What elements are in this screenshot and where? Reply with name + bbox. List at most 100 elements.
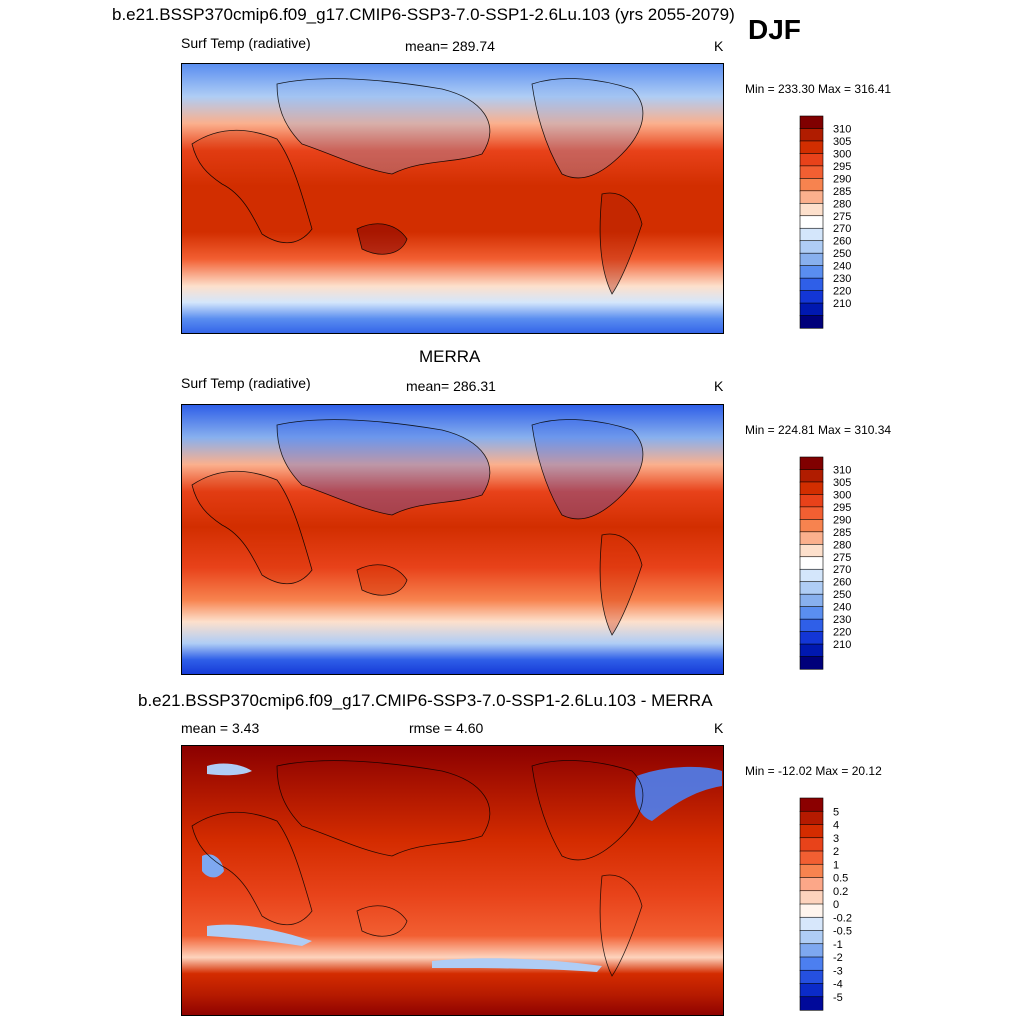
colorbar-tick-label: 210 bbox=[833, 298, 851, 310]
colorbar-box bbox=[799, 290, 824, 304]
colorbar-tick-label: 285 bbox=[833, 186, 851, 198]
colorbar-box bbox=[799, 631, 824, 645]
colorbar-tick-label: 210 bbox=[833, 639, 851, 651]
colorbar-box bbox=[799, 543, 824, 558]
colorbar-box bbox=[799, 178, 824, 192]
panel3-map-svg bbox=[182, 746, 723, 1015]
colorbar-box bbox=[799, 837, 824, 852]
colorbar-box bbox=[799, 863, 824, 879]
colorbar-box bbox=[799, 481, 824, 496]
colorbar-tick-label: 3 bbox=[833, 833, 839, 845]
panel3-title: b.e21.BSSP370cmip6.f09_g17.CMIP6-SSP3-7.… bbox=[138, 691, 713, 710]
colorbar-tick-label: 5 bbox=[833, 806, 839, 818]
colorbar-tick-label: 290 bbox=[833, 173, 851, 185]
panel1-colorbar-svg: 3103053002952902852802752702602502402302… bbox=[799, 115, 851, 329]
panel3-rmse: rmse = 4.60 bbox=[409, 720, 484, 736]
colorbar-box bbox=[799, 618, 824, 633]
panel3-minmax: Min = -12.02 Max = 20.12 bbox=[745, 764, 882, 778]
colorbar-tick-label: -4 bbox=[833, 979, 843, 991]
colorbar-box bbox=[799, 903, 824, 918]
colorbar-box bbox=[799, 277, 824, 292]
colorbar-box bbox=[799, 252, 824, 267]
colorbar-tick-label: 260 bbox=[833, 577, 851, 589]
panel1-map-svg bbox=[182, 64, 723, 333]
colorbar-box bbox=[799, 240, 824, 254]
panel3-colorbar: 5 4 3 2 1 0.5 0.2 0 -0.2 -0.5 -1 -2 -3 -4 -5 bbox=[799, 797, 880, 1011]
colorbar-tick-label: 285 bbox=[833, 527, 851, 539]
colorbar-box bbox=[799, 153, 824, 167]
colorbar-box bbox=[799, 956, 824, 971]
colorbar-tick-label: 295 bbox=[833, 161, 851, 173]
panel1-minmax: Min = 233.30 Max = 316.41 bbox=[745, 82, 892, 96]
colorbar-box bbox=[799, 877, 824, 892]
colorbar-box bbox=[799, 215, 824, 229]
colorbar-tick-label: 0.5 bbox=[833, 873, 848, 885]
colorbar-tick-label: 230 bbox=[833, 273, 851, 285]
panel3-map bbox=[181, 745, 724, 1016]
season-label: DJF bbox=[748, 14, 801, 45]
colorbar-tick-label: 280 bbox=[833, 539, 851, 551]
colorbar-tick-label: 280 bbox=[833, 198, 851, 210]
colorbar-tick-label: 250 bbox=[833, 589, 851, 601]
panel2-minmax: Min = 224.81 Max = 310.34 bbox=[745, 423, 892, 437]
colorbar-box bbox=[799, 824, 824, 839]
colorbar-tick-label: 4 bbox=[833, 820, 839, 832]
colorbar-box bbox=[799, 128, 824, 142]
colorbar-box bbox=[799, 916, 824, 932]
panel2-mean: mean= 286.31 bbox=[406, 378, 496, 394]
colorbar-box bbox=[799, 494, 824, 508]
colorbar-tick-label: 220 bbox=[833, 286, 851, 298]
colorbar-tick-label: 0.2 bbox=[833, 886, 848, 898]
colorbar-box bbox=[799, 227, 824, 242]
colorbar-box bbox=[799, 265, 824, 279]
panel2-colorbar: 310 305 300 295 290 285 280 275 270 260 250 240 230 2… bbox=[799, 456, 880, 670]
colorbar-tick-label: 240 bbox=[833, 602, 851, 614]
colorbar-box bbox=[799, 996, 824, 1011]
colorbar-tick-label: 230 bbox=[833, 614, 851, 626]
colorbar-tick-label: 240 bbox=[833, 261, 851, 273]
colorbar-tick-label: -3 bbox=[833, 965, 843, 977]
colorbar-tick-label: -5 bbox=[833, 992, 843, 1004]
panel2-variable: Surf Temp (radiative) bbox=[181, 375, 311, 391]
panel3-mean: mean = 3.43 bbox=[181, 720, 260, 736]
colorbar-box bbox=[799, 202, 824, 217]
panel3-units: K bbox=[714, 720, 724, 736]
colorbar-box bbox=[799, 581, 824, 595]
panel1-mean: mean= 289.74 bbox=[405, 38, 495, 54]
colorbar-box bbox=[799, 531, 824, 545]
panel2-units: K bbox=[714, 378, 724, 394]
colorbar-tick-label: 260 bbox=[833, 236, 851, 248]
panel1-map bbox=[181, 63, 724, 334]
colorbar-tick-label: 290 bbox=[833, 514, 851, 526]
colorbar-box bbox=[799, 810, 824, 826]
colorbar-tick-label: 275 bbox=[833, 552, 851, 564]
colorbar-tick-label: 2 bbox=[833, 846, 839, 858]
colorbar-tick-label: 305 bbox=[833, 136, 851, 148]
colorbar-tick-label: -2 bbox=[833, 952, 843, 964]
colorbar-tick-label: 270 bbox=[833, 564, 851, 576]
colorbar-tick-label: 220 bbox=[833, 627, 851, 639]
colorbar-box bbox=[799, 969, 824, 985]
colorbar-box bbox=[799, 315, 824, 329]
panel2-colorbar-svg: 3103053002952902852802752702602502402302… bbox=[799, 456, 851, 670]
page-title: b.e21.BSSP370cmip6.f09_g17.CMIP6-SSP3-7.… bbox=[112, 5, 735, 24]
colorbar-box bbox=[799, 456, 824, 471]
colorbar-tick-label: 300 bbox=[833, 148, 851, 160]
colorbar-box bbox=[799, 115, 824, 130]
colorbar-tick-label: -0.2 bbox=[833, 912, 852, 924]
colorbar-box bbox=[799, 890, 824, 905]
colorbar-box bbox=[799, 797, 824, 812]
colorbar-box bbox=[799, 568, 824, 583]
colorbar-box bbox=[799, 165, 824, 179]
colorbar-box bbox=[799, 656, 824, 670]
colorbar-box bbox=[799, 606, 824, 620]
colorbar-tick-label: 270 bbox=[833, 223, 851, 235]
colorbar-tick-label: 310 bbox=[833, 464, 851, 476]
colorbar-tick-label: -0.5 bbox=[833, 926, 852, 938]
colorbar-box bbox=[799, 190, 824, 204]
panel1-units: K bbox=[714, 38, 724, 54]
colorbar-tick-label: 295 bbox=[833, 502, 851, 514]
colorbar-box bbox=[799, 943, 824, 958]
panel1-variable: Surf Temp (radiative) bbox=[181, 35, 311, 51]
